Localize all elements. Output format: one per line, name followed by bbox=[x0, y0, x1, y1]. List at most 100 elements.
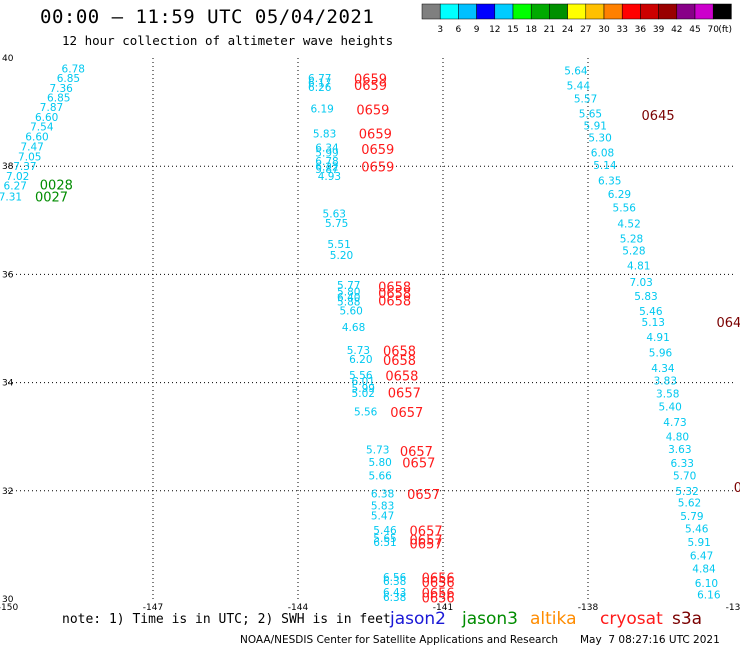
colorbar-tick-label: 18 bbox=[525, 25, 537, 35]
wave-height-label: 5.62 bbox=[678, 498, 701, 510]
colorbar-tick-label: 45 bbox=[689, 25, 700, 35]
wave-height-label: 6.01 bbox=[352, 376, 375, 388]
wave-height-label: 6.29 bbox=[608, 189, 631, 201]
time-label: 0656 bbox=[422, 587, 455, 602]
wave-height-label: 5.83 bbox=[634, 291, 657, 303]
wave-height-label: 6.78 bbox=[62, 63, 85, 75]
wave-height-label: 4.68 bbox=[342, 322, 365, 334]
wave-height-label: 5.65 bbox=[579, 109, 602, 121]
time-label: 0657 bbox=[407, 488, 440, 503]
y-tick-label: 38 bbox=[2, 162, 14, 172]
wave-height-label: 3.58 bbox=[656, 388, 679, 400]
wave-height-label: 6.34 bbox=[315, 142, 339, 154]
satellite-legend-jason3: jason3 bbox=[462, 609, 518, 629]
x-tick-label: -138 bbox=[578, 603, 599, 613]
wave-height-label: 6.26 bbox=[308, 82, 332, 94]
wave-height-label: 5.87 bbox=[315, 164, 338, 176]
time-label: 0658 bbox=[383, 345, 416, 360]
wave-height-label: 5.56 bbox=[354, 406, 378, 418]
time-label: 0028 bbox=[40, 179, 73, 194]
wave-height-label: 5.66 bbox=[368, 471, 392, 483]
time-label: 0656 bbox=[422, 591, 455, 606]
time-label: 0657 bbox=[410, 533, 443, 548]
wave-height-label: 5.28 bbox=[622, 246, 645, 258]
wave-height-label: 7.31 bbox=[0, 191, 22, 203]
wave-height-label: 6.60 bbox=[25, 131, 48, 143]
wave-height-label: 5.75 bbox=[325, 218, 348, 230]
colorbar-tick-label: 6 bbox=[456, 25, 462, 35]
wave-height-label: 5.56 bbox=[613, 202, 637, 214]
colorbar-tick-label: 36 bbox=[635, 25, 647, 35]
time-label: 0658 bbox=[378, 287, 411, 302]
wave-height-label: 5.57 bbox=[574, 94, 597, 106]
time-label: 0659 bbox=[354, 79, 387, 94]
update-timestamp: May 7 08:27:16 UTC 2021 bbox=[580, 634, 720, 646]
wave-height-label: 6.16 bbox=[697, 590, 721, 602]
colorbar-tick-label: 70 bbox=[707, 25, 719, 35]
time-label: 0656 bbox=[422, 576, 455, 591]
wave-height-label: 5.46 bbox=[373, 525, 397, 537]
colorbar-swatch bbox=[712, 3, 732, 20]
wave-height-label: 5.73 bbox=[347, 345, 370, 357]
wave-height-label: 5.99 bbox=[352, 383, 375, 395]
wave-height-label: 6.47 bbox=[690, 551, 713, 563]
wave-height-label: 5.63 bbox=[323, 208, 346, 220]
wave-height-label: 6.17 bbox=[308, 77, 331, 89]
time-label: 0657 bbox=[402, 457, 435, 472]
y-tick-label: 40 bbox=[2, 54, 14, 64]
wave-height-label: 6.51 bbox=[373, 537, 396, 549]
time-label: 0658 bbox=[383, 354, 416, 369]
wave-height-label: 5.91 bbox=[687, 537, 710, 549]
wave-height-label: 7.36 bbox=[49, 83, 73, 95]
credit-text: NOAA/NESDIS Center for Satellite Applica… bbox=[240, 634, 558, 646]
colorbar-tick-label: 42 bbox=[671, 25, 682, 35]
satellite-legend-altika: altika bbox=[530, 609, 577, 629]
colorbar-tick-label: 39 bbox=[653, 25, 665, 35]
colorbar-tick-label: 27 bbox=[580, 25, 591, 35]
time-label: 0659 bbox=[361, 161, 394, 176]
time-label: 0659 bbox=[361, 143, 394, 158]
wave-height-label: 5.91 bbox=[584, 121, 607, 133]
wave-height-label: 5.99 bbox=[315, 148, 338, 160]
wave-height-label: 5.02 bbox=[352, 388, 375, 400]
satellite-legend-jason2: jason2 bbox=[390, 609, 446, 629]
wave-height-label: 7.02 bbox=[6, 171, 29, 183]
wave-height-label: 4.80 bbox=[666, 432, 689, 444]
time-label: 0658 bbox=[378, 294, 411, 309]
wave-height-label: 5.80 bbox=[368, 457, 391, 469]
wave-height-label: 4.91 bbox=[646, 332, 669, 344]
x-tick-label: -144 bbox=[288, 603, 309, 613]
colorbar-tick-label: 3 bbox=[437, 25, 443, 35]
wave-height-label: 5.65 bbox=[373, 533, 396, 545]
wave-height-label: 6.22 bbox=[315, 162, 338, 174]
wave-height-plot: -150-147-144-141-138-133032343638406.786… bbox=[0, 54, 740, 613]
time-label: 0657 bbox=[400, 445, 433, 460]
x-tick-label: -147 bbox=[143, 603, 163, 613]
wave-height-label: 4.52 bbox=[617, 219, 640, 231]
wave-height-label: 5.28 bbox=[620, 234, 643, 246]
wave-height-label: 5.73 bbox=[366, 445, 389, 457]
wave-height-label: 5.32 bbox=[675, 486, 698, 498]
time-label: 0644 bbox=[716, 316, 740, 331]
time-label: 0659 bbox=[356, 103, 389, 118]
wave-height-label: 4.34 bbox=[651, 363, 675, 375]
time-label: 0657 bbox=[388, 386, 421, 401]
time-label: 0027 bbox=[35, 190, 68, 205]
time-label: 0658 bbox=[385, 370, 418, 385]
time-label: 0659 bbox=[359, 128, 392, 143]
colorbar-tick-label: 21 bbox=[544, 25, 555, 35]
colorbar-tick-label: 24 bbox=[562, 25, 574, 35]
wave-height-label: 4.84 bbox=[692, 564, 716, 576]
wave-height-label: 5.83 bbox=[313, 129, 336, 141]
wave-height-label: 6.33 bbox=[671, 458, 694, 470]
wave-height-label: 5.13 bbox=[642, 317, 665, 329]
time-label: 0657 bbox=[390, 406, 423, 421]
x-tick-label: -141 bbox=[433, 603, 453, 613]
wave-height-label: 6.60 bbox=[35, 112, 58, 124]
satellite-legend-cryosat: cryosat bbox=[600, 609, 663, 629]
time-label: 0657 bbox=[410, 537, 443, 552]
wave-height-label: 5.47 bbox=[371, 511, 394, 523]
wave-height-label: 6.77 bbox=[308, 73, 331, 85]
wave-height-label: 6.19 bbox=[310, 103, 333, 115]
wave-height-label: 6.38 bbox=[383, 592, 406, 604]
